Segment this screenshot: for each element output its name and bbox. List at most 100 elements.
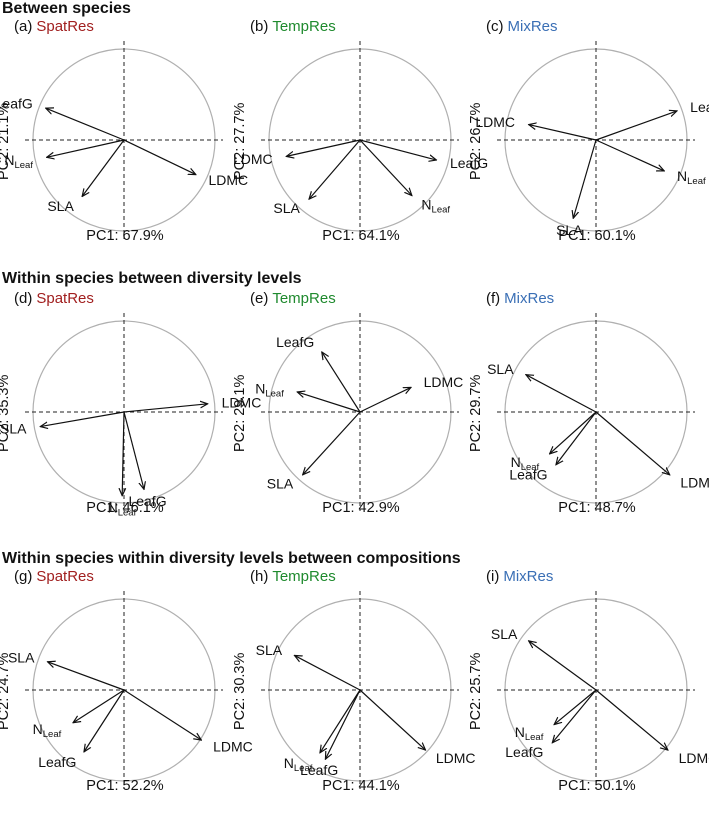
loading-arrow: [359, 139, 412, 196]
loading-label: SLA: [0, 421, 27, 437]
loading-arrow: [526, 375, 597, 413]
panel-tag: (g): [14, 568, 33, 585]
loading-arrow: [48, 662, 125, 691]
loading-arrow: [122, 411, 124, 496]
loading-arrow: [320, 689, 361, 753]
loading-arrow: [595, 111, 677, 141]
x-axis-label: PC1: 44.1%: [322, 778, 400, 794]
loading-arrow: [73, 689, 125, 723]
loading-label: SLA: [47, 198, 74, 214]
panel-label: (e) TempRes: [250, 290, 336, 307]
loading-arrow: [556, 411, 597, 465]
loading-label: NLeaf: [33, 721, 62, 740]
biplot-panel: (e) TempRes LeafG NLeaf LDMC SLA PC1: 42.9% PC2…: [232, 290, 472, 522]
treatment-label: SpatRes: [36, 290, 94, 307]
loading-arrow: [325, 689, 361, 759]
biplot-panel: (b) TempRes LDMC SLA NLeaf LeafG PC1: 64.1% PC2…: [232, 18, 488, 250]
loading-arrow: [46, 108, 125, 141]
treatment-label: SpatRes: [36, 18, 94, 35]
panel-tag: (f): [486, 290, 501, 307]
treatment-label: TempRes: [272, 18, 336, 35]
loading-label: LDMC: [209, 172, 249, 188]
treatment-label: MixRes: [504, 290, 555, 307]
loading-arrow: [82, 139, 125, 196]
loading-arrow: [123, 404, 208, 413]
loading-label: LeafG: [0, 96, 33, 112]
y-axis-label: PC2: 25.7%: [468, 652, 484, 730]
loading-arrow: [84, 689, 125, 752]
loading-arrow: [359, 139, 436, 160]
biplot-panel: (a)SpatRes LeafG NLeaf SLA LDMC PC1: 67.9% PC2…: [0, 18, 248, 250]
loading-arrow: [529, 125, 597, 141]
loading-arrow: [294, 655, 361, 691]
loading-label: LeafG: [450, 155, 488, 171]
loading-label: LeafG: [505, 744, 543, 760]
panel-tag: (d): [14, 290, 33, 307]
treatment-label: TempRes: [272, 568, 336, 585]
panel-label: (g) SpatRes: [14, 568, 94, 585]
panel-label: (i) MixRes: [486, 568, 553, 585]
biplot-svg: LDMC LeafG NLeaf SLA: [475, 41, 709, 239]
loading-label: SLA: [491, 626, 518, 642]
x-axis-label: PC1: 67.9%: [86, 228, 164, 244]
loading-label: LDMC: [233, 151, 273, 167]
x-axis-label: PC1: 52.2%: [86, 778, 164, 794]
loading-arrow: [359, 387, 411, 413]
loading-label: LeafG: [690, 99, 709, 115]
treatment-label: MixRes: [503, 568, 554, 585]
loading-label: NLeaf: [108, 500, 137, 519]
panel-label: (h) TempRes: [250, 568, 336, 585]
loading-label: LeafG: [128, 493, 166, 509]
loading-arrow: [550, 411, 597, 454]
loading-label: NLeaf: [284, 755, 313, 774]
y-axis-label: PC2: 29.1%: [232, 374, 248, 452]
loading-label: LeafG: [509, 466, 547, 482]
y-axis-label: PC2: 26.7%: [468, 102, 484, 180]
loading-arrow: [573, 139, 597, 218]
panel-tag: (c): [486, 18, 504, 35]
loading-arrow: [123, 689, 201, 740]
loading-label: NLeaf: [421, 196, 450, 215]
section-title-within-species-diversity: Within species between diversity levels: [2, 270, 302, 287]
section-title-between-species: Between species: [2, 0, 131, 17]
loading-arrow: [554, 689, 597, 725]
x-axis-label: PC1: 50.1%: [558, 778, 636, 794]
loading-label: LDMC: [436, 750, 476, 766]
loading-arrow: [322, 352, 361, 413]
loading-arrow: [595, 411, 670, 475]
loading-label: SLA: [556, 222, 583, 238]
biplot-svg: LeafG NLeaf LDMC SLA: [255, 313, 463, 511]
section-title-within-species-compositions: Within species within diversity levels b…: [2, 550, 461, 567]
y-axis-label: PC2: 30.3%: [232, 652, 248, 730]
x-axis-label: PC1: 64.1%: [322, 228, 400, 244]
loading-label: LDMC: [213, 739, 253, 755]
loading-label: LDMC: [680, 475, 709, 491]
loading-arrow: [297, 392, 361, 413]
y-axis-label: PC2: 35.3%: [0, 374, 12, 452]
loading-arrow: [552, 689, 597, 743]
panel-tag: (h): [250, 568, 269, 585]
y-axis-label: PC2: 21.1%: [0, 102, 12, 180]
loading-label: LeafG: [300, 762, 338, 778]
y-axis-label: PC2: 24.7%: [0, 652, 12, 730]
loading-arrow: [595, 139, 664, 171]
biplot-panel: (h) TempRes SLA NLeaf LeafG LDMC PC1: 44.1% PC2…: [232, 568, 476, 800]
loading-arrow: [359, 689, 426, 750]
loading-label: SLA: [8, 650, 35, 666]
x-axis-label: PC1: 42.9%: [322, 500, 400, 516]
biplot-panel: (d) SpatRes LDMC SLA NLeaf LeafG PC1: 46.1% PC2…: [0, 290, 261, 522]
panel-tag: (i): [486, 568, 500, 585]
loading-arrow: [40, 411, 125, 427]
panel-label: (c) MixRes: [486, 18, 558, 35]
treatment-label: MixRes: [507, 18, 558, 35]
loading-label: SLA: [267, 476, 294, 492]
loading-label: LDMC: [475, 114, 515, 130]
panel-tag: (a): [14, 18, 33, 35]
loading-label: SLA: [256, 642, 283, 658]
loading-label: NLeaf: [511, 454, 540, 473]
